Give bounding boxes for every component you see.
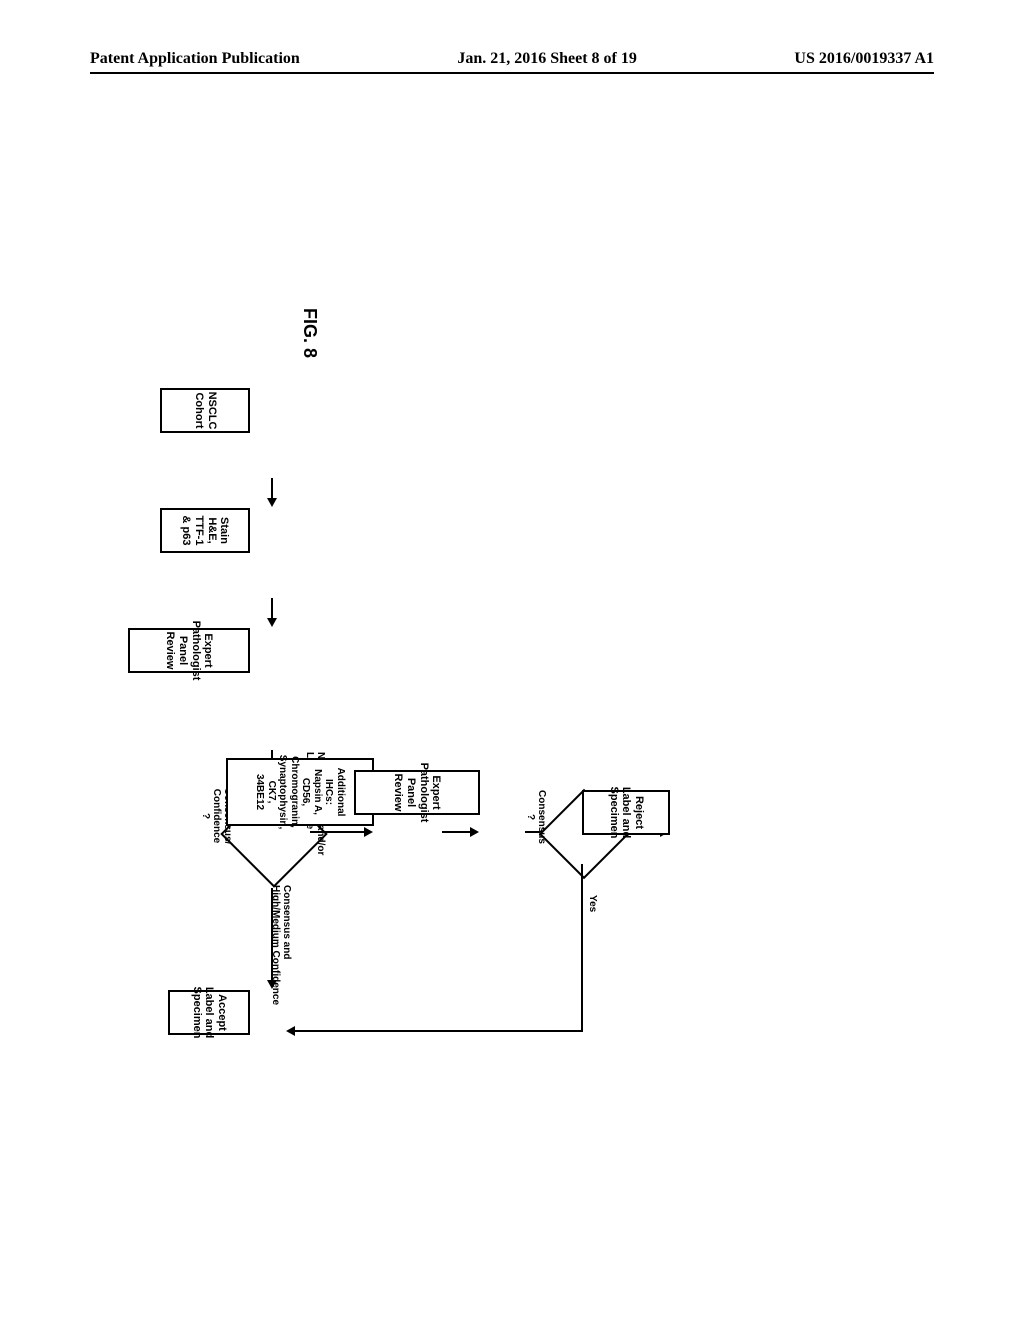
arrow-icon [470,827,479,837]
node-additional-ihc: Additional IHCs: Napsin A, CD56, Chromog… [226,758,374,826]
node-reject: Reject Label and Specimen [582,790,670,835]
edge-label-consensus-high: Consensus and High/Medium Confidence [270,885,292,915]
arrow-icon [267,498,277,507]
node-label: Additional IHCs: Napsin A, CD56, Chromog… [254,755,346,829]
arrow-icon [364,827,373,837]
edge-d2-n4-v [581,864,583,1030]
edge-n2-n3 [271,598,273,620]
figure-title: FIG. 8 [299,308,320,358]
node-label: Consensus ? [525,790,547,844]
node-expert-review-1: Expert Pathologist Panel Review [128,628,250,673]
node-label: Expert Pathologist Panel Review [164,621,215,681]
flowchart-container: FIG. 8 NSCLC Cohort Stain H&E, TTF-1 & p… [0,0,1024,1320]
arrow-icon [267,618,277,627]
node-label: Expert Pathologist Panel Review [392,763,443,823]
node-label: Reject Label and Specimen [607,787,645,839]
arrow-icon [286,1026,295,1036]
node-label: Accept Label and Specimen [190,987,228,1039]
node-label: NSCLC Cohort [192,392,217,430]
node-expert-review-2: Expert Pathologist Panel Review [354,770,480,815]
node-accept: Accept Label and Specimen [168,990,250,1035]
edge-d2-n4-h [295,1030,583,1032]
node-stain: Stain H&E, TTF-1 & p63 [160,508,250,553]
edge-label-yes: Yes [587,895,598,912]
edge-n5-n6 [442,831,472,833]
edge-n1-n2 [271,478,273,500]
node-label: Stain H&E, TTF-1 & p63 [180,514,231,547]
node-nsclc-cohort: NSCLC Cohort [160,388,250,433]
